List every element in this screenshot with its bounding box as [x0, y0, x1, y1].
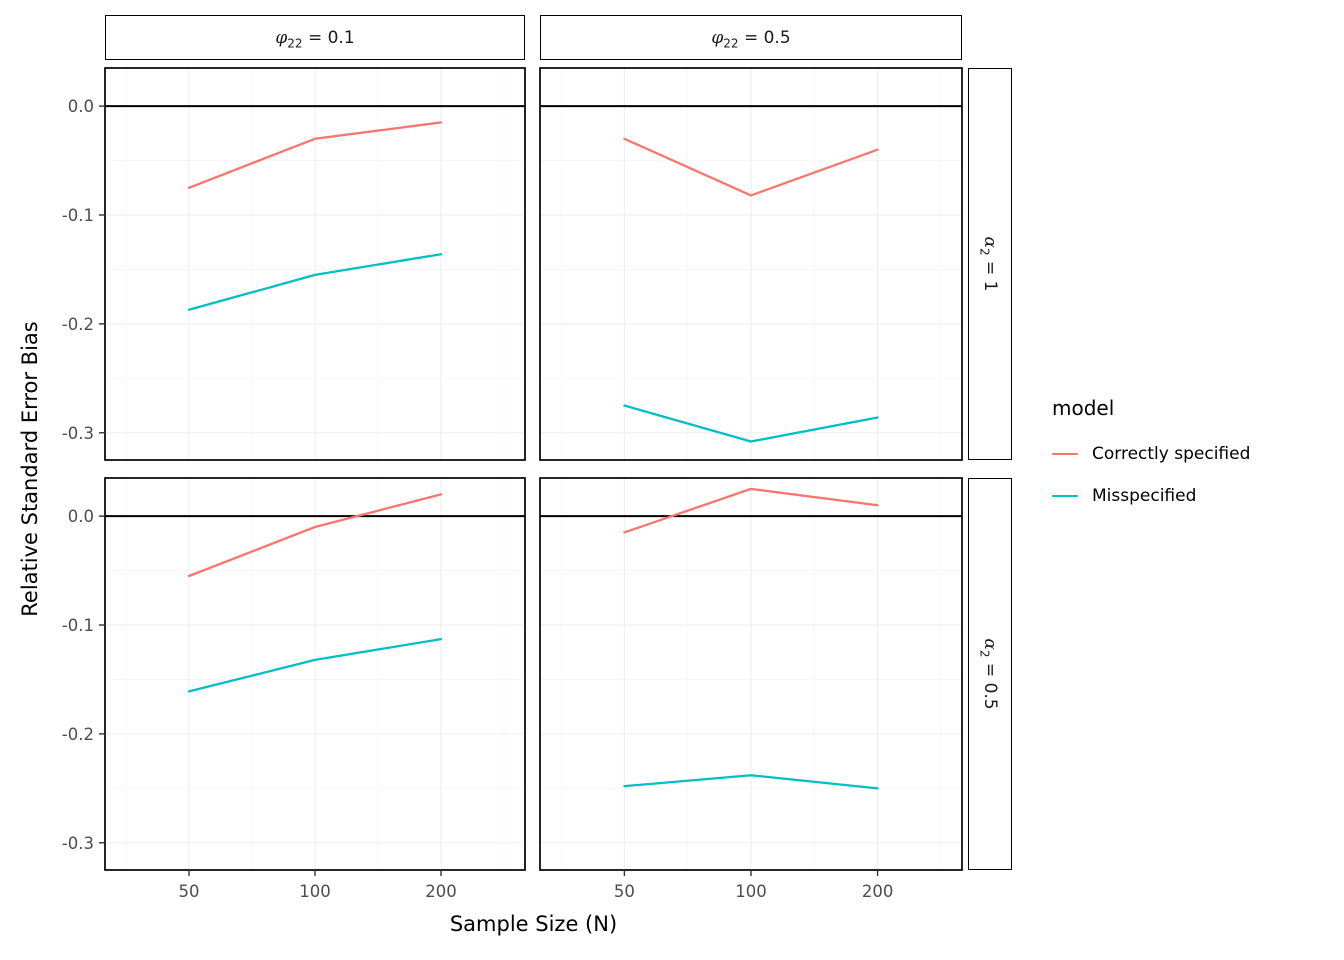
x-tick-label: 100: [735, 882, 767, 901]
strip-row1-symbol: α: [980, 236, 1000, 248]
y-tick-label: -0.2: [62, 725, 94, 744]
y-axis-title: Relative Standard Error Bias: [18, 321, 42, 617]
panel-border: [539, 67, 963, 461]
facet-strip-row-2: α2 = 0.5: [968, 478, 1012, 870]
y-tick-label: -0.3: [62, 834, 94, 853]
series-line-misspecified: [187, 638, 443, 693]
legend-entry-misspecified: Misspecified: [1052, 486, 1342, 506]
series-line-correctly-specified: [623, 137, 879, 197]
y-tick-label: -0.1: [62, 206, 94, 225]
strip-row2-value: = 0.5: [980, 657, 1000, 710]
strip-col2-value: = 0.5: [738, 27, 791, 48]
y-tick-label: -0.1: [62, 616, 94, 635]
legend-entry-correctly-specified: Correctly specified: [1052, 444, 1342, 464]
strip-col2-symbol: φ: [711, 27, 724, 48]
facet-strip-row-1: α2 = 1: [968, 68, 1012, 460]
strip-row2-subscript: 2: [977, 649, 992, 658]
y-tick-label: -0.3: [62, 424, 94, 443]
x-tick-label: 200: [862, 882, 894, 901]
x-tick-label: 50: [179, 882, 200, 901]
x-tick-label: 50: [614, 882, 635, 901]
series-line-correctly-specified: [187, 493, 443, 578]
strip-row2-symbol: α: [980, 638, 1000, 650]
series-line-misspecified: [623, 404, 879, 443]
panel-border: [104, 67, 526, 461]
strip-col1-value: = 0.1: [302, 27, 355, 48]
strip-row1-value: = 1: [980, 255, 1000, 292]
legend-title: model: [1052, 396, 1115, 420]
series-line-misspecified: [187, 253, 443, 311]
strip-row1-subscript: 2: [977, 247, 992, 256]
y-tick-label: -0.2: [62, 315, 94, 334]
x-tick-label: 200: [425, 882, 457, 901]
legend-label-correct: Correctly specified: [1092, 444, 1251, 464]
series-line-misspecified: [623, 774, 879, 790]
facet-strip-col-1: φ22 = 0.1: [105, 15, 525, 60]
y-tick-label: 0.0: [68, 97, 94, 116]
strip-col1-subscript: 22: [287, 35, 303, 50]
legend-key-line-misspecified: [1052, 494, 1078, 498]
strip-col1-symbol: φ: [275, 27, 288, 48]
x-tick-label: 100: [299, 882, 331, 901]
legend-key-line-correct: [1052, 452, 1078, 456]
legend: model Correctly specified Misspecified: [1052, 396, 1342, 528]
y-tick-label: 0.0: [68, 507, 94, 526]
legend-label-misspecified: Misspecified: [1092, 486, 1197, 506]
facet-strip-col-2: φ22 = 0.5: [540, 15, 962, 60]
series-line-correctly-specified: [623, 487, 879, 534]
x-axis-title: Sample Size (N): [449, 912, 618, 936]
strip-col2-subscript: 22: [723, 35, 739, 50]
series-line-correctly-specified: [187, 121, 443, 189]
